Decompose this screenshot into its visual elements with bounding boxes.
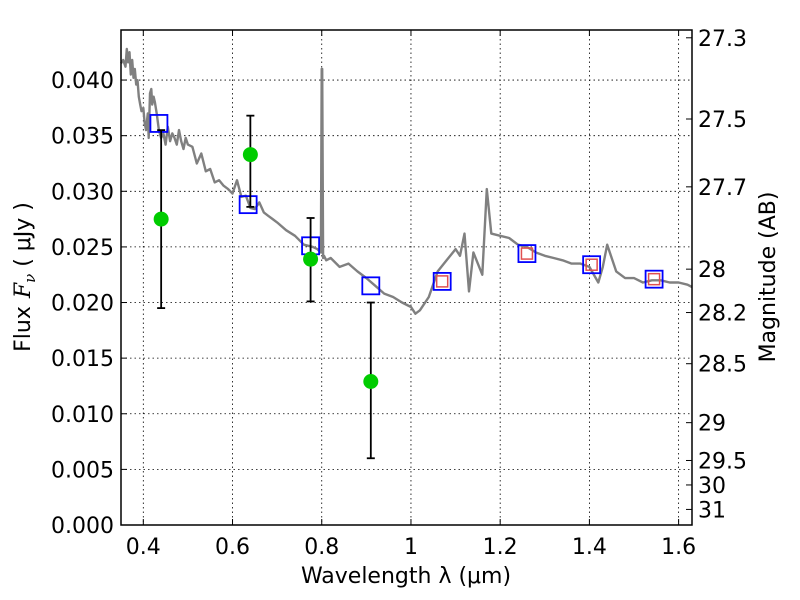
plot-frame	[120, 29, 693, 526]
y-tick-label: 0.025	[51, 236, 114, 261]
y2-axis-label: Magnitude (AB)	[756, 192, 781, 363]
red-square-marker	[647, 272, 661, 286]
grid	[121, 30, 692, 526]
model-spectrum-line	[119, 47, 693, 315]
x-tick-label: 0.4	[126, 535, 161, 560]
y-tick-label: 0.040	[51, 69, 114, 94]
green-data-point	[303, 251, 319, 267]
y2-tick-label: 28.2	[698, 302, 747, 327]
x-tick-label: 0.8	[304, 535, 339, 560]
plot-area	[119, 47, 693, 460]
blue-square-marker	[432, 271, 452, 291]
y-axis-label-subscript: ν	[21, 274, 39, 283]
y-axis-label-symbol: F	[11, 282, 36, 299]
blue-square-marker	[238, 195, 258, 215]
y2-tick-label: 27.3	[698, 27, 747, 52]
y-tick-label: 0.005	[51, 458, 114, 483]
y-tick-label: 0.000	[51, 514, 114, 539]
x-tick-label: 1.2	[483, 535, 518, 560]
y2-tick-label: 27.5	[698, 108, 747, 133]
y-tick-label: 0.035	[51, 125, 114, 150]
y-tick-label: 0.015	[51, 347, 114, 372]
red-square-marker	[435, 275, 449, 288]
green-data-point	[363, 374, 379, 390]
blue-square-marker	[644, 269, 664, 289]
x-tick-label: 1.6	[661, 535, 696, 560]
y2-tick-label: 29.5	[698, 449, 747, 474]
blue-square-marker	[149, 114, 169, 133]
x-tick-label: 1.4	[572, 535, 607, 560]
y2-tick-label: 31	[698, 498, 726, 523]
green-data-point	[242, 147, 258, 163]
x-tick-label: 0.6	[215, 535, 250, 560]
x-tick-label: 1	[404, 535, 418, 560]
x-axis: 0.4 0.6 0.8 1 1.2 1.4 1.6	[126, 30, 696, 560]
red-square-marker	[585, 258, 598, 271]
y-tick-label: 0.030	[51, 180, 114, 205]
blue-square-marker	[582, 255, 602, 275]
blue-square-marker	[361, 276, 381, 296]
y2-tick-label: 28.5	[698, 353, 747, 378]
y2-tick-label: 30	[698, 474, 726, 499]
y-axis-label-unit: ( μJy )	[11, 202, 36, 274]
x-axis-label: Wavelength λ (μm)	[301, 564, 511, 589]
y2-tick-label: 27.7	[698, 176, 747, 201]
red-square-marker	[520, 247, 534, 260]
y-axis-label-prefix: Flux	[11, 306, 36, 352]
blue-square-marker	[517, 244, 537, 263]
y-axis-left: 0.000 0.005 0.010 0.015 0.020 0.025 0.030 0.035…	[51, 69, 127, 539]
y2-tick-label: 28	[698, 258, 726, 283]
green-data-point	[153, 211, 169, 227]
y-axis-label: Flux Fν ( μJy )	[11, 202, 39, 352]
y-tick-label: 0.010	[51, 403, 114, 428]
y-tick-label: 0.020	[51, 292, 114, 317]
y2-tick-label: 29	[698, 412, 726, 437]
